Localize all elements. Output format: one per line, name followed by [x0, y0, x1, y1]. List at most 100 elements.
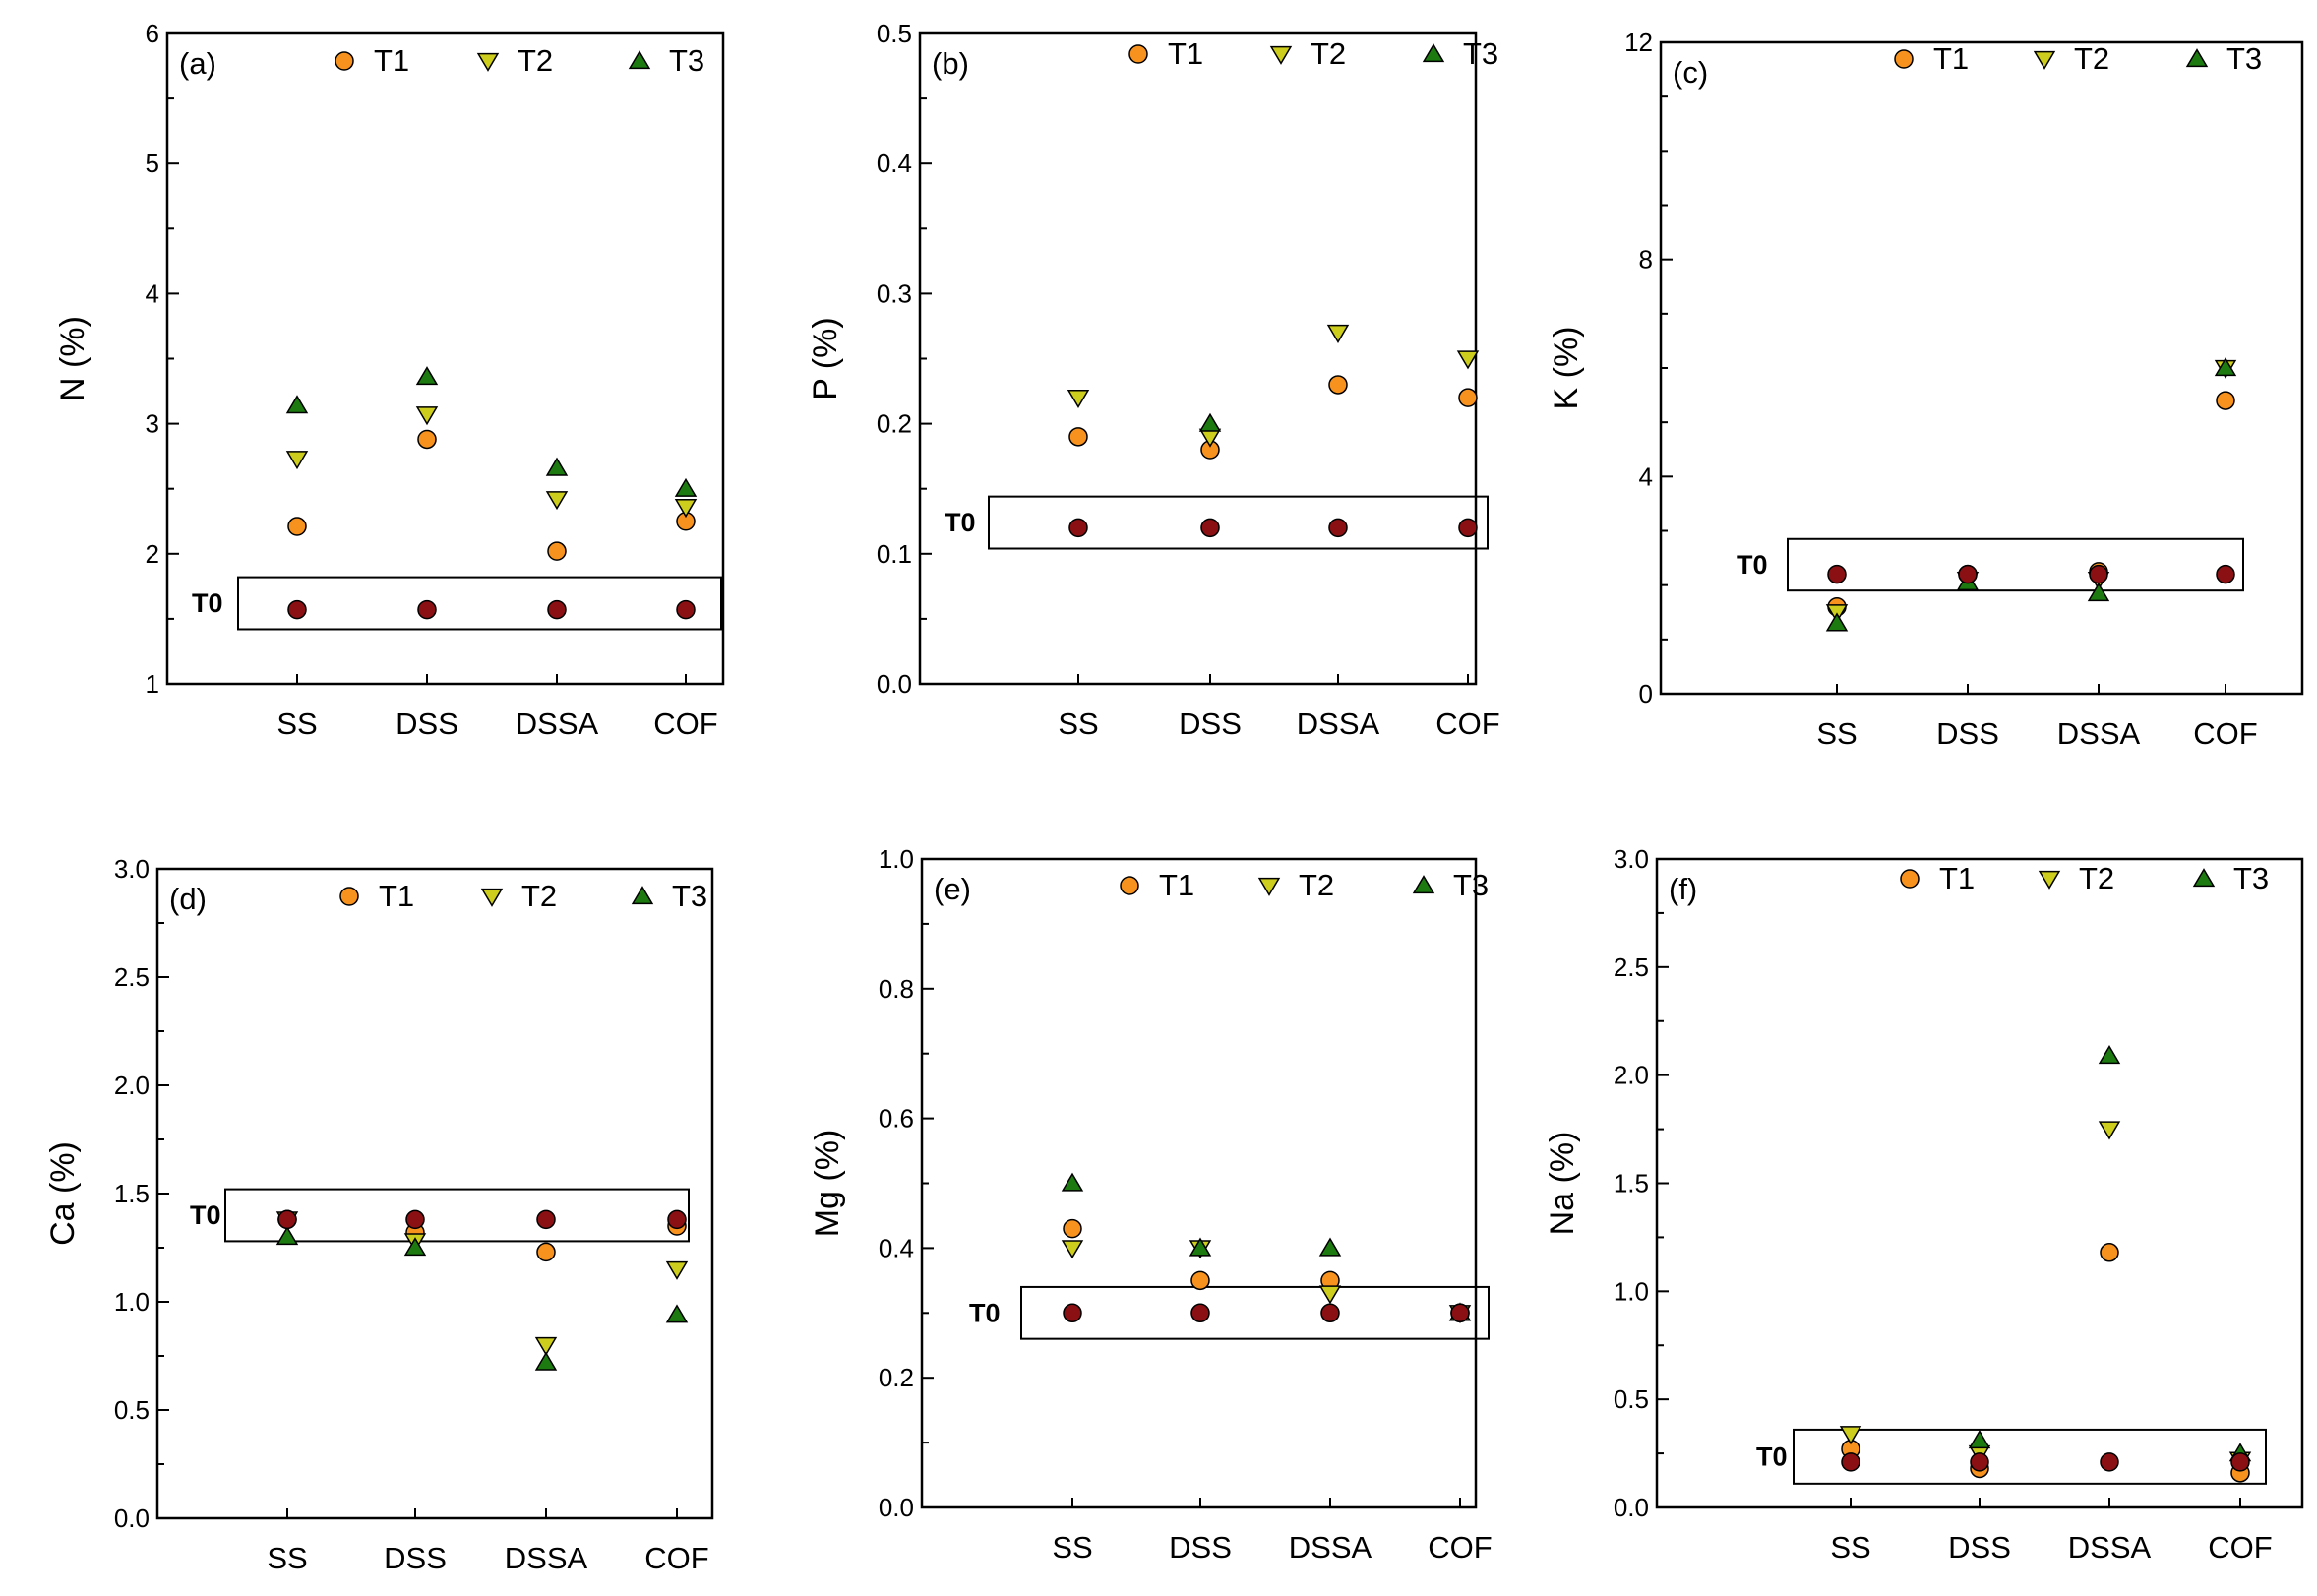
y-tick-label: 2.0	[1614, 1061, 1649, 1090]
t0-label: T0	[969, 1298, 1001, 1327]
point-t2-ss	[285, 451, 309, 470]
legend-label-t2: T2	[518, 43, 553, 78]
legend-label-t3: T3	[1453, 868, 1489, 902]
x-tick-label: DSS	[384, 1541, 447, 1575]
legend-label-t2: T2	[521, 879, 557, 913]
point-t2-dssa	[1326, 324, 1350, 343]
t0-label: T0	[945, 508, 976, 537]
y-tick-label: 0.0	[877, 669, 912, 699]
y-tick-label: 2.5	[1614, 952, 1649, 982]
y-tick-label: 2.5	[114, 962, 150, 992]
legend-marker-t2	[1257, 877, 1281, 896]
y-tick-label: 0.2	[877, 409, 912, 439]
y-tick-label: 1.5	[114, 1179, 150, 1208]
point-t1-dss	[1190, 1270, 1210, 1291]
y-tick-label: 0.4	[877, 149, 912, 178]
point-t3-ss	[275, 1226, 299, 1246]
x-tick-label: DSSA	[505, 1541, 588, 1575]
y-axis-label: Na (%)	[1544, 1132, 1581, 1236]
y-tick-label: 4	[146, 278, 159, 308]
legend-marker-t3	[631, 886, 654, 905]
x-tick-label: DSSA	[1297, 706, 1380, 741]
point-t3-dssa	[545, 457, 569, 476]
point-t3-dss	[403, 1237, 427, 1257]
point-t0-dssa	[547, 599, 567, 620]
x-tick-label: DSS	[1948, 1530, 2011, 1565]
y-tick-label: 0.5	[114, 1395, 150, 1425]
point-t1-dssa	[547, 541, 567, 561]
x-tick-label: SS	[1052, 1530, 1092, 1565]
y-tick-label: 8	[1639, 245, 1653, 275]
point-t3-cof	[665, 1304, 689, 1323]
legend-label-t1: T1	[1939, 861, 1975, 895]
point-t1-dssa	[1328, 375, 1348, 395]
point-t2-ss	[1839, 1426, 1862, 1445]
y-tick-label: 2.0	[114, 1071, 150, 1100]
legend-label-t1: T1	[374, 43, 409, 78]
y-tick-label: 1.0	[114, 1287, 150, 1317]
point-t0-cof	[2230, 1452, 2250, 1472]
chart-panel-4: 0.0 0.5 1.0 1.5 2.0 2.5 3.0 SS DSS DSSA COF Ca (%) (…	[44, 854, 714, 1575]
y-axis-label: K (%)	[1548, 327, 1585, 410]
legend-label-t2: T2	[1299, 868, 1334, 902]
y-tick-label: 12	[1624, 28, 1653, 57]
x-tick-label: COF	[1428, 1530, 1492, 1565]
point-t0-dssa	[1320, 1303, 1340, 1323]
legend-marker-t1	[1894, 49, 1914, 69]
point-t0-dssa	[2089, 564, 2108, 584]
point-t1-dss	[417, 429, 437, 450]
legend-marker-t3	[2185, 48, 2209, 68]
point-t0-dssa	[536, 1209, 556, 1230]
y-tick-label: 0.4	[879, 1233, 914, 1262]
x-tick-label: DSSA	[1289, 1530, 1372, 1565]
chart-panel-6: 0.0 0.5 1.0 1.5 2.0 2.5 3.0 SS DSS DSSA COF Na (%) (…	[1544, 844, 2304, 1565]
x-tick-label: DSS	[1179, 706, 1242, 741]
x-tick-label: COF	[2208, 1530, 2272, 1565]
point-t1-cof	[1458, 388, 1478, 407]
y-tick-label: 0.5	[877, 19, 912, 48]
plot-frame	[920, 857, 1478, 1509]
legend-label-t1: T1	[1933, 41, 1969, 76]
point-t0-ss	[1068, 518, 1088, 538]
y-tick-label: 0.3	[877, 278, 912, 308]
point-t1-cof	[2216, 391, 2235, 410]
plot-frame	[918, 31, 1478, 686]
plot-frame	[155, 867, 714, 1520]
t0-box	[224, 1188, 690, 1243]
y-tick-label: 0.8	[879, 974, 914, 1004]
legend-label-t1: T1	[1168, 36, 1203, 71]
y-tick-label: 1.0	[1614, 1276, 1649, 1306]
point-t2-dss	[415, 406, 439, 426]
t0-label: T0	[1756, 1442, 1788, 1471]
legend-marker-t1	[339, 887, 359, 906]
point-t3-ss	[1061, 1172, 1084, 1192]
point-t3-dssa	[1318, 1237, 1342, 1257]
point-t3-ss	[1825, 612, 1849, 632]
legend-marker-t1	[1128, 44, 1148, 64]
x-tick-label: SS	[1058, 706, 1098, 741]
plot-frame	[165, 31, 725, 686]
x-tick-label: SS	[267, 1541, 307, 1575]
point-t3-dssa	[2098, 1045, 2121, 1065]
y-axis-label: N (%)	[54, 316, 91, 401]
point-t2-dssa	[534, 1336, 558, 1356]
point-t3-dss	[415, 366, 439, 386]
legend-label-t3: T3	[2226, 41, 2262, 76]
legend-label-t1: T1	[379, 879, 414, 913]
point-t1-ss	[1068, 427, 1088, 447]
legend-marker-t3	[1412, 875, 1435, 894]
x-tick-label: DSS	[1169, 1530, 1232, 1565]
point-t2-dssa	[545, 491, 569, 511]
point-t0-cof	[676, 599, 696, 620]
t0-label: T0	[192, 588, 223, 618]
point-t0-dssa	[2100, 1452, 2119, 1472]
point-t1-ss	[287, 517, 307, 536]
legend-marker-t2	[1269, 45, 1293, 65]
point-t3-dss	[1189, 1237, 1212, 1257]
legend-label-t2: T2	[2074, 41, 2109, 76]
point-t3-dss	[1198, 412, 1222, 432]
panel-letter: (f)	[1669, 872, 1697, 906]
point-t0-dssa	[1328, 518, 1348, 538]
y-tick-label: 0.5	[1614, 1384, 1649, 1414]
y-tick-label: 0.0	[1614, 1493, 1649, 1522]
